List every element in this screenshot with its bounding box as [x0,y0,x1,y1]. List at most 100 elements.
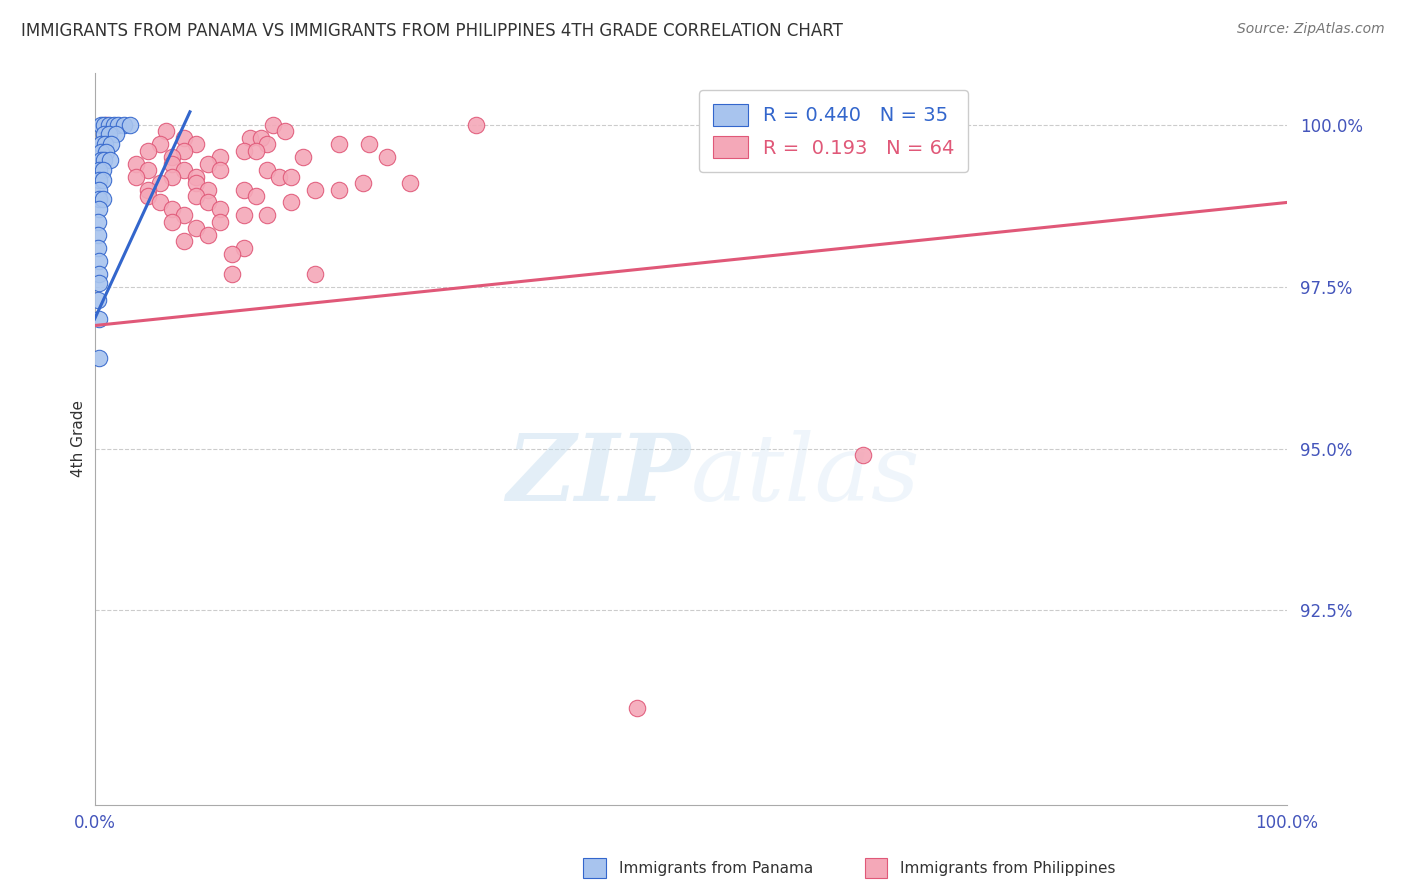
Point [357,137,380,152]
Point [184,169,207,184]
Text: Source: ZipAtlas.com: Source: ZipAtlas.com [1237,22,1385,37]
Point [89,163,111,178]
Point [97,128,120,142]
Point [208,215,231,229]
Point [89,277,111,291]
Point [626,700,648,714]
Point [125,156,148,170]
Point [87,293,110,307]
Point [136,189,159,203]
Point [90,145,112,159]
Point [184,221,207,235]
Point [89,173,111,187]
Point [245,189,267,203]
Point [328,137,350,152]
Point [98,153,121,168]
Point [262,118,284,132]
Point [232,144,254,158]
Legend: R = 0.440   N = 35, R =  0.193   N = 64: R = 0.440 N = 35, R = 0.193 N = 64 [699,90,969,172]
Point [232,182,254,196]
Point [97,118,120,132]
Point [90,118,112,132]
Point [94,137,117,152]
Point [184,137,207,152]
Text: atlas: atlas [690,431,920,520]
Point [87,227,110,242]
Point [173,130,195,145]
Point [125,169,148,184]
Point [173,163,195,178]
Point [89,182,111,196]
Point [232,209,254,223]
Point [274,124,297,138]
Point [465,118,488,132]
Point [256,209,278,223]
Point [91,163,114,178]
Point [89,253,111,268]
Point [89,192,111,206]
Point [328,182,350,196]
Point [280,195,302,210]
Point [160,202,183,216]
Point [160,215,183,229]
Point [136,163,159,178]
Point [149,137,172,152]
Point [173,209,195,223]
Point [197,227,219,242]
Point [184,189,207,203]
Point [96,145,118,159]
Point [93,153,115,168]
Point [136,182,159,196]
Point [136,144,159,158]
Point [208,163,231,178]
Point [93,118,115,132]
Point [107,118,129,132]
Point [292,150,315,164]
Point [89,267,111,281]
Point [197,156,219,170]
Point [160,169,183,184]
Point [91,173,114,187]
Point [149,195,172,210]
Point [93,128,115,142]
Point [352,176,374,190]
Point [399,176,422,190]
Point [304,182,326,196]
Point [90,137,112,152]
Point [173,235,195,249]
Point [197,182,219,196]
Point [103,118,125,132]
Y-axis label: 4th Grade: 4th Grade [72,401,86,477]
Text: IMMIGRANTS FROM PANAMA VS IMMIGRANTS FROM PHILIPPINES 4TH GRADE CORRELATION CHAR: IMMIGRANTS FROM PANAMA VS IMMIGRANTS FRO… [21,22,844,40]
Point [269,169,291,184]
Point [90,153,112,168]
Point [105,128,128,142]
Point [91,192,114,206]
Point [120,118,142,132]
Point [89,351,111,365]
Point [89,312,111,326]
Point [221,247,243,261]
Point [250,130,273,145]
Point [149,176,172,190]
Point [112,118,135,132]
Point [852,448,875,462]
Point [155,124,177,138]
Text: Immigrants from Philippines: Immigrants from Philippines [900,861,1115,876]
Point [184,176,207,190]
Point [256,163,278,178]
Text: Immigrants from Panama: Immigrants from Panama [619,861,813,876]
Point [280,169,302,184]
Point [232,241,254,255]
Text: ZIP: ZIP [506,431,690,520]
Point [100,137,122,152]
Point [96,118,118,132]
Point [89,202,111,216]
Point [87,215,110,229]
Point [256,137,278,152]
Point [221,267,243,281]
Point [208,150,231,164]
Point [173,144,195,158]
Point [238,130,260,145]
Point [160,150,183,164]
